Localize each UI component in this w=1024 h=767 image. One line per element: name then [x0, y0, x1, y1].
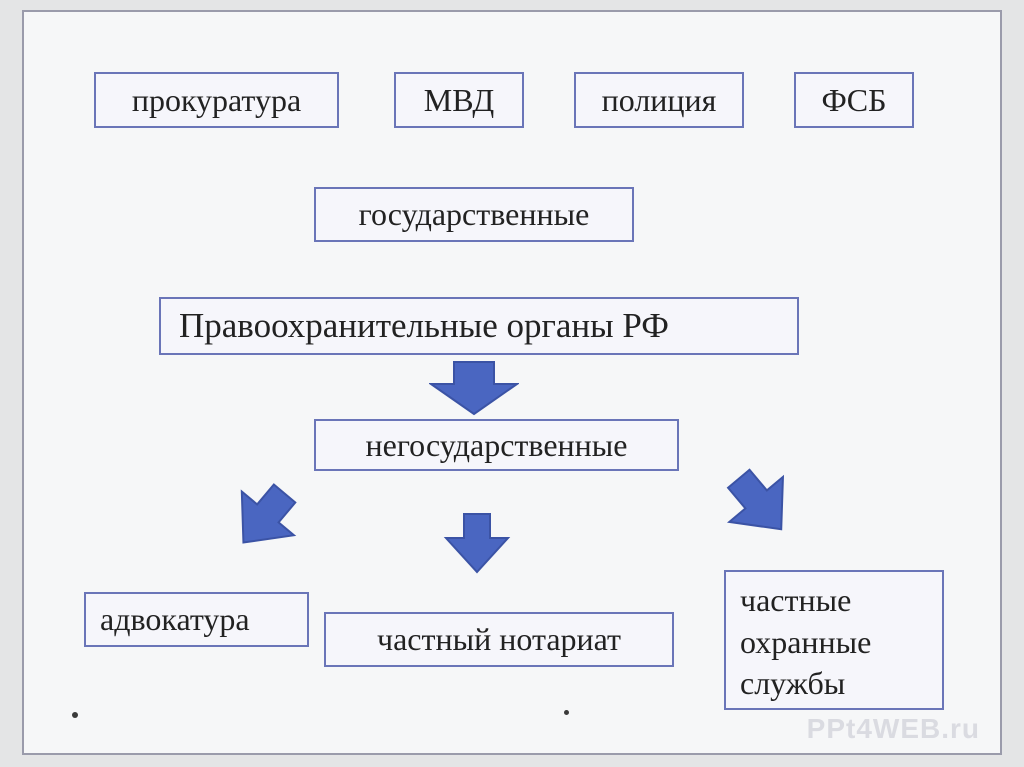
node-politsiya: полиция	[574, 72, 744, 128]
node-label: полиция	[602, 82, 717, 119]
arrow-down-icon	[429, 360, 519, 416]
node-chastnye-okhrannye: частные охранные службы	[724, 570, 944, 710]
node-prokuratura: прокуратура	[94, 72, 339, 128]
node-label: негосударственные	[366, 427, 628, 464]
artifact-dot	[564, 710, 569, 715]
node-label: частные охранные службы	[740, 580, 928, 705]
node-label: государственные	[359, 196, 590, 233]
node-label: частный нотариат	[377, 621, 621, 658]
node-main-title: Правоохранительные органы РФ	[159, 297, 799, 355]
artifact-dot	[72, 712, 78, 718]
node-fsb: ФСБ	[794, 72, 914, 128]
arrow-down-left-icon	[224, 482, 304, 554]
node-advokatura: адвокатура	[84, 592, 309, 647]
slide-canvas: прокуратура МВД полиция ФСБ государствен…	[22, 10, 1002, 755]
node-negosudarstvennye: негосударственные	[314, 419, 679, 471]
node-gosudarstvennye: государственные	[314, 187, 634, 242]
node-label: МВД	[424, 82, 494, 119]
node-chastny-notariat: частный нотариат	[324, 612, 674, 667]
node-label: ФСБ	[822, 82, 887, 119]
node-mvd: МВД	[394, 72, 524, 128]
arrow-down-icon	[442, 510, 512, 576]
node-label: адвокатура	[100, 601, 250, 638]
watermark-text: PPt4WEB.ru	[807, 713, 980, 745]
node-label: прокуратура	[132, 82, 301, 119]
arrow-down-right-icon	[719, 467, 801, 542]
node-label: Правоохранительные органы РФ	[179, 306, 669, 346]
